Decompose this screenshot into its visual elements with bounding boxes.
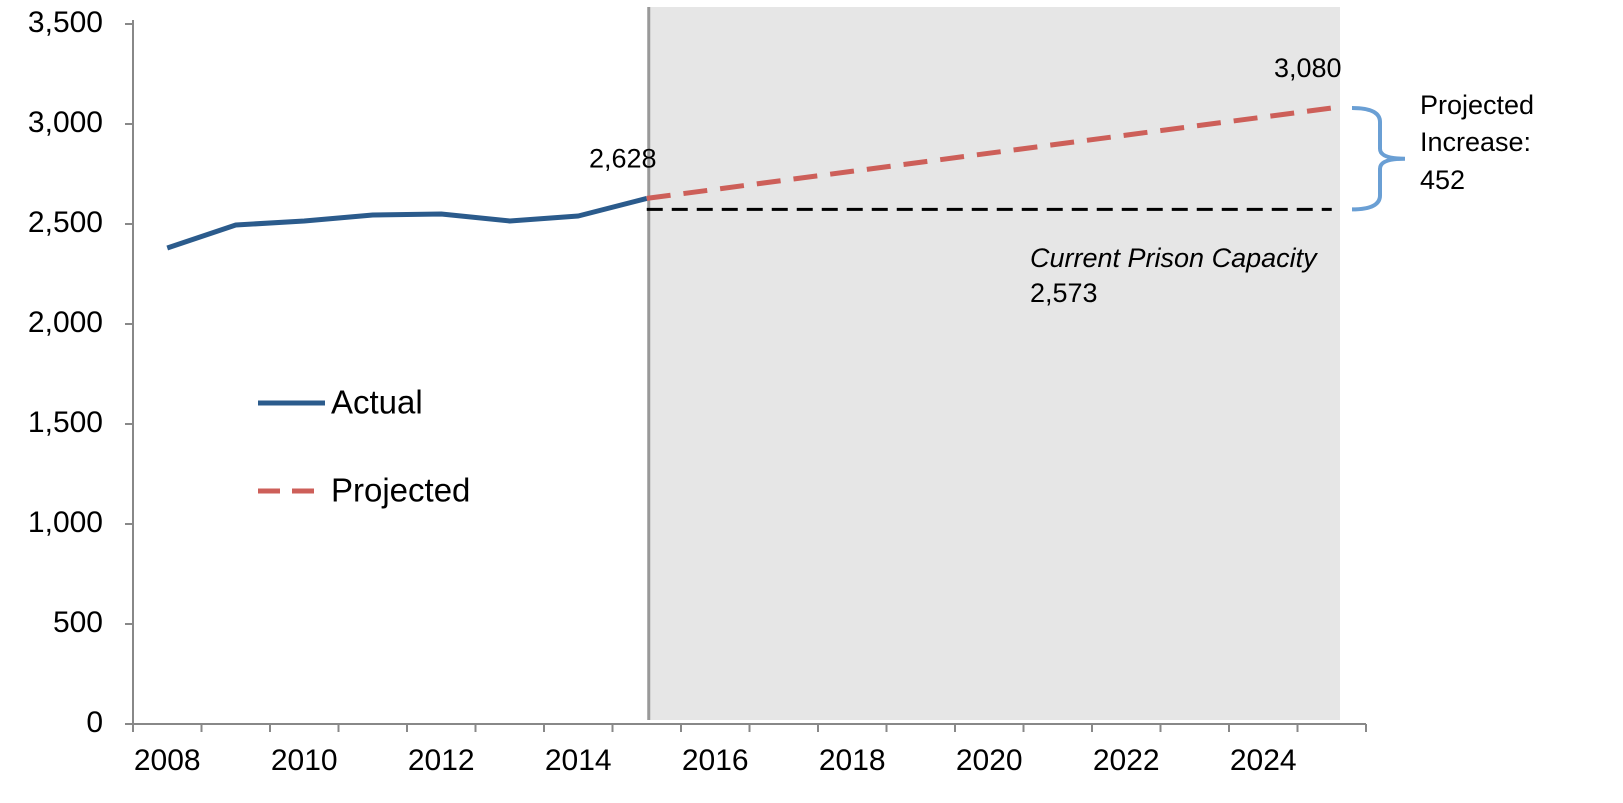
series-line (646, 105, 1333, 201)
x-tick-label: 2012 (408, 744, 475, 777)
projection-region (648, 7, 1340, 720)
x-tick-label: 2022 (1093, 744, 1160, 777)
y-tick-label: 1,500 (28, 406, 103, 439)
x-tick-label: 2024 (1230, 744, 1297, 777)
capacity-label: Current Prison Capacity (1030, 243, 1318, 273)
x-tick-label: 2016 (682, 744, 749, 777)
y-tick-label: 500 (53, 606, 103, 639)
increase-label: Increase: (1420, 127, 1531, 157)
y-tick-label: 0 (86, 706, 103, 739)
background (648, 7, 1340, 720)
increase-brace (1351, 106, 1406, 212)
legend-label: Actual (331, 384, 423, 421)
increase-value: 452 (1420, 165, 1465, 195)
legend-label: Projected (331, 472, 470, 509)
data-label: 2,628 (589, 144, 657, 174)
data-label: 3,080 (1274, 53, 1342, 83)
x-tick-label: 2014 (545, 744, 612, 777)
y-tick-label: 2,500 (28, 206, 103, 239)
y-tick-label: 2,000 (28, 306, 103, 339)
x-tick-label: 2018 (819, 744, 886, 777)
y-tick-label: 1,000 (28, 506, 103, 539)
series-line (166, 195, 648, 251)
x-tick-label: 2010 (271, 744, 338, 777)
x-tick-label: 2008 (134, 744, 201, 777)
capacity-value: 2,573 (1030, 278, 1098, 308)
x-tick-label: 2020 (956, 744, 1023, 777)
increase-label: Projected (1420, 90, 1534, 120)
y-tick-label: 3,000 (28, 106, 103, 139)
y-tick-label: 3,500 (28, 6, 103, 39)
